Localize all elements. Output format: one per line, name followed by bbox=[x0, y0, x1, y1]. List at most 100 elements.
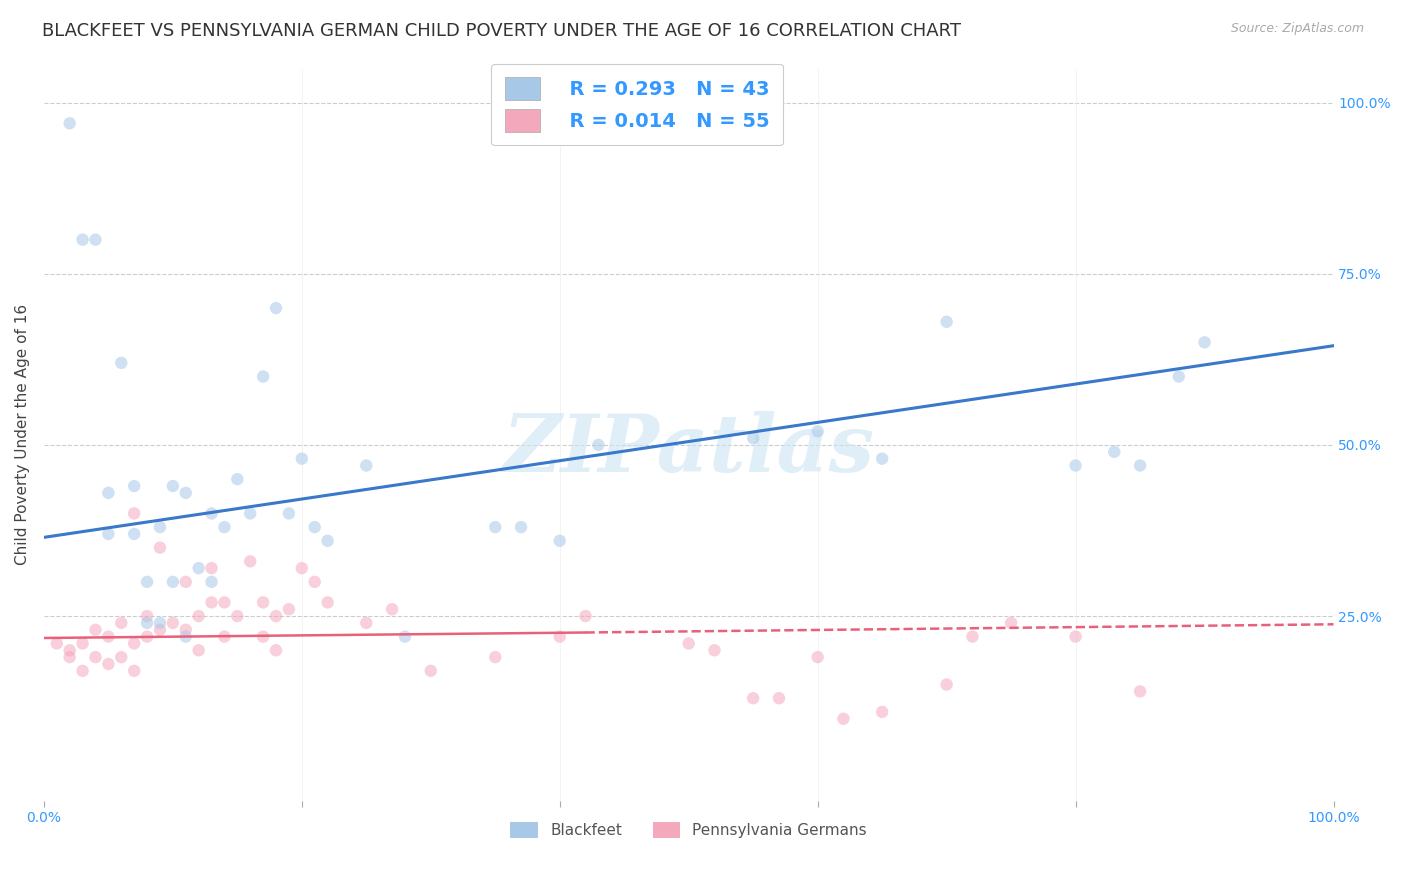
Point bbox=[1194, 335, 1216, 350]
Text: BLACKFEET VS PENNSYLVANIA GERMAN CHILD POVERTY UNDER THE AGE OF 16 CORRELATION C: BLACKFEET VS PENNSYLVANIA GERMAN CHILD P… bbox=[42, 22, 962, 40]
Point bbox=[214, 520, 236, 534]
Text: Source: ZipAtlas.com: Source: ZipAtlas.com bbox=[1230, 22, 1364, 36]
Point bbox=[1129, 684, 1152, 698]
Point bbox=[136, 615, 159, 630]
Text: ZIPatlas: ZIPatlas bbox=[502, 410, 875, 488]
Point bbox=[277, 507, 299, 521]
Point bbox=[252, 630, 274, 644]
Point bbox=[162, 615, 184, 630]
Point bbox=[200, 595, 222, 609]
Point bbox=[187, 643, 209, 657]
Point bbox=[149, 541, 172, 555]
Y-axis label: Child Poverty Under the Age of 16: Child Poverty Under the Age of 16 bbox=[15, 304, 30, 566]
Point bbox=[768, 691, 790, 706]
Point bbox=[832, 712, 855, 726]
Point bbox=[264, 643, 287, 657]
Point bbox=[174, 486, 197, 500]
Point bbox=[97, 657, 120, 671]
Point bbox=[72, 233, 94, 247]
Point bbox=[381, 602, 404, 616]
Point bbox=[484, 520, 506, 534]
Point bbox=[136, 630, 159, 644]
Point bbox=[97, 630, 120, 644]
Point bbox=[122, 507, 145, 521]
Point bbox=[149, 623, 172, 637]
Point bbox=[84, 233, 107, 247]
Point bbox=[264, 609, 287, 624]
Point bbox=[97, 527, 120, 541]
Point bbox=[935, 677, 957, 691]
Point bbox=[84, 623, 107, 637]
Point bbox=[356, 615, 378, 630]
Point bbox=[162, 479, 184, 493]
Point bbox=[200, 561, 222, 575]
Point bbox=[72, 664, 94, 678]
Point bbox=[574, 609, 596, 624]
Point bbox=[870, 705, 893, 719]
Point bbox=[200, 507, 222, 521]
Point bbox=[870, 451, 893, 466]
Point bbox=[110, 650, 132, 665]
Point bbox=[962, 630, 984, 644]
Point bbox=[419, 664, 441, 678]
Point bbox=[149, 615, 172, 630]
Point bbox=[484, 650, 506, 665]
Point bbox=[316, 595, 339, 609]
Point bbox=[187, 609, 209, 624]
Point bbox=[110, 615, 132, 630]
Point bbox=[510, 520, 533, 534]
Point bbox=[239, 507, 262, 521]
Point bbox=[1064, 458, 1087, 473]
Point bbox=[935, 315, 957, 329]
Point bbox=[548, 533, 571, 548]
Point bbox=[394, 630, 416, 644]
Point bbox=[356, 458, 378, 473]
Point bbox=[110, 356, 132, 370]
Point bbox=[174, 574, 197, 589]
Point bbox=[1104, 445, 1126, 459]
Point bbox=[45, 636, 67, 650]
Point bbox=[1064, 630, 1087, 644]
Point bbox=[174, 630, 197, 644]
Point bbox=[122, 636, 145, 650]
Point bbox=[678, 636, 700, 650]
Point bbox=[136, 574, 159, 589]
Point bbox=[162, 574, 184, 589]
Point bbox=[72, 636, 94, 650]
Point bbox=[264, 301, 287, 315]
Point bbox=[1000, 615, 1022, 630]
Point bbox=[742, 691, 765, 706]
Point bbox=[226, 472, 249, 486]
Point bbox=[304, 520, 326, 534]
Point bbox=[291, 561, 314, 575]
Point bbox=[122, 527, 145, 541]
Point bbox=[200, 574, 222, 589]
Point bbox=[277, 602, 299, 616]
Point bbox=[174, 623, 197, 637]
Point bbox=[1167, 369, 1189, 384]
Point bbox=[1129, 458, 1152, 473]
Point bbox=[316, 533, 339, 548]
Point bbox=[703, 643, 725, 657]
Point bbox=[59, 643, 82, 657]
Point bbox=[548, 630, 571, 644]
Point bbox=[149, 520, 172, 534]
Point bbox=[239, 554, 262, 568]
Point bbox=[742, 431, 765, 445]
Point bbox=[807, 650, 830, 665]
Point bbox=[291, 451, 314, 466]
Point bbox=[214, 595, 236, 609]
Point bbox=[187, 561, 209, 575]
Legend: Blackfeet, Pennsylvania Germans: Blackfeet, Pennsylvania Germans bbox=[505, 816, 873, 845]
Point bbox=[252, 369, 274, 384]
Point bbox=[59, 116, 82, 130]
Point bbox=[122, 664, 145, 678]
Point bbox=[252, 595, 274, 609]
Point bbox=[122, 479, 145, 493]
Point bbox=[59, 650, 82, 665]
Point bbox=[97, 486, 120, 500]
Point bbox=[807, 424, 830, 438]
Point bbox=[226, 609, 249, 624]
Point bbox=[304, 574, 326, 589]
Point bbox=[588, 438, 610, 452]
